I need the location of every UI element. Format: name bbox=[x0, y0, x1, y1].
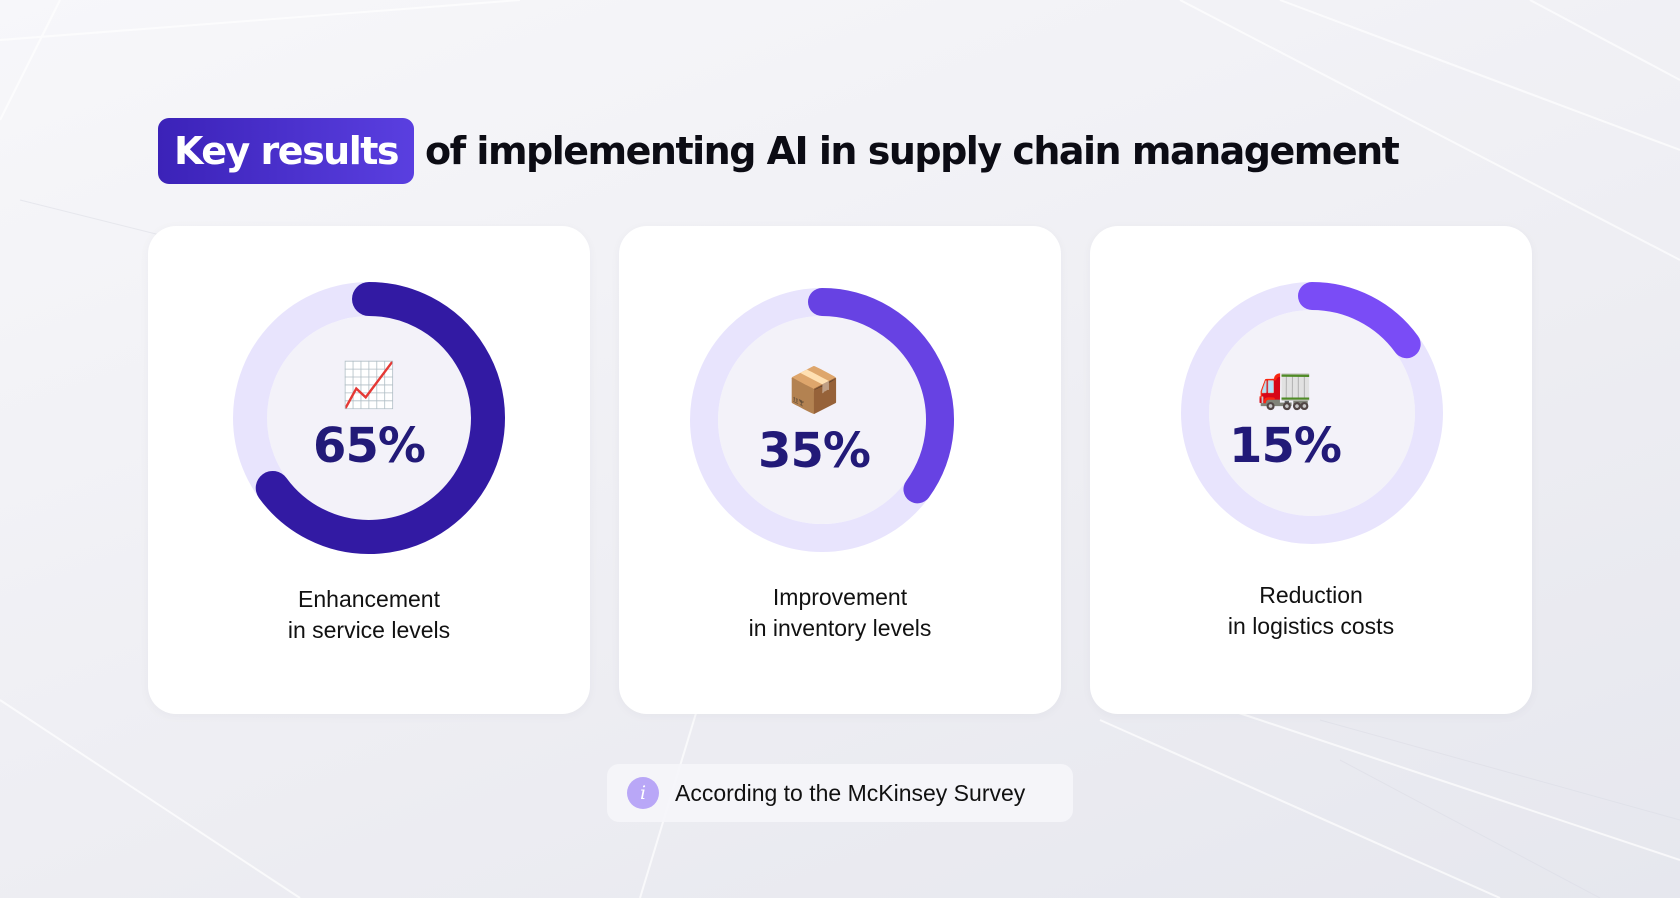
ring-inner-disc bbox=[718, 316, 926, 524]
caption-line-1: Improvement bbox=[772, 584, 908, 610]
stat-card-logistics-costs: 🚛 15% Reduction in logistics costs bbox=[1090, 226, 1532, 714]
stat-value: 35% bbox=[758, 423, 871, 479]
progress-ring bbox=[690, 288, 954, 552]
ring-inner-disc bbox=[1209, 310, 1415, 516]
progress-ring bbox=[1181, 282, 1443, 544]
stat-caption: Reduction in logistics costs bbox=[1090, 580, 1532, 642]
caption-line-1: Reduction bbox=[1259, 582, 1363, 608]
stat-card-service-levels: 📈 65% Enhancement in service levels bbox=[148, 226, 590, 714]
stat-value: 15% bbox=[1229, 418, 1342, 474]
caption-line-1: Enhancement bbox=[298, 586, 440, 612]
source-text: According to the McKinsey Survey bbox=[675, 779, 1026, 806]
ring-inner-disc bbox=[267, 316, 471, 520]
source-note: i According to the McKinsey Survey bbox=[607, 764, 1073, 822]
ring-progress-arc bbox=[808, 288, 954, 504]
delivery-truck-icon: 🚛 bbox=[1257, 361, 1313, 412]
title-rest: of implementing AI in supply chain manag… bbox=[425, 129, 1400, 173]
stat-caption: Improvement in inventory levels bbox=[619, 582, 1061, 644]
package-box-icon: 📦 bbox=[786, 365, 842, 416]
title-highlight: Key results bbox=[158, 118, 415, 184]
progress-ring bbox=[233, 282, 505, 554]
stat-value: 65% bbox=[313, 418, 426, 474]
caption-line-2: in service levels bbox=[287, 617, 451, 643]
caption-line-2: in inventory levels bbox=[748, 615, 932, 641]
stat-caption: Enhancement in service levels bbox=[148, 584, 590, 646]
info-icon: i bbox=[627, 777, 659, 809]
ring-progress-arc bbox=[1298, 282, 1421, 359]
ring-progress-arc bbox=[255, 282, 505, 554]
chart-increasing-icon: 📈 bbox=[341, 360, 397, 411]
page-title: Key results of implementing AI in supply… bbox=[158, 118, 1400, 184]
stat-card-inventory-levels: 📦 35% Improvement in inventory levels bbox=[619, 226, 1061, 714]
caption-line-2: in logistics costs bbox=[1227, 613, 1395, 639]
